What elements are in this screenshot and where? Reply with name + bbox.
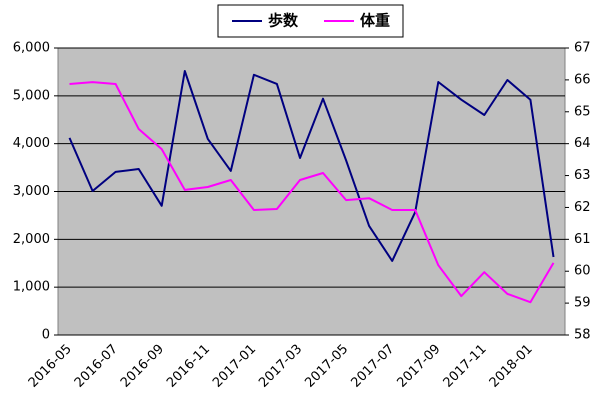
- legend: 歩数 体重: [217, 4, 404, 38]
- x-tick-label: 2016-11: [164, 342, 213, 391]
- y-tick-label: 6,000: [13, 41, 50, 56]
- x-tick-label: 2017-01: [210, 342, 259, 391]
- legend-label: 歩数: [268, 12, 299, 30]
- x-tick-label: 2018-01: [487, 342, 536, 391]
- y2-tick-label: 59: [574, 296, 591, 311]
- legend-label: 体重: [360, 12, 390, 30]
- x-tick-label: 2017-09: [395, 342, 444, 391]
- y-tick-label: 3,000: [13, 184, 50, 199]
- x-tick-label: 2017-05: [302, 342, 351, 391]
- y-tick-label: 1,000: [13, 280, 50, 295]
- y-tick-label: 0: [42, 328, 50, 343]
- x-tick-label: 2016-05: [26, 342, 75, 391]
- x-tick-label: 2017-11: [441, 342, 490, 391]
- y-tick-label: 5,000: [13, 88, 50, 103]
- y2-tick-label: 67: [574, 41, 591, 56]
- x-tick-label: 2017-07: [348, 342, 397, 391]
- y2-tick-label: 65: [574, 104, 591, 119]
- y2-tick-label: 66: [574, 72, 591, 87]
- x-tick-label: 2016-07: [72, 342, 121, 391]
- y2-tick-label: 64: [574, 136, 591, 151]
- y2-tick-label: 61: [574, 232, 591, 247]
- y-tick-label: 4,000: [13, 136, 50, 151]
- series-line: [68, 70, 555, 262]
- y2-tick-label: 60: [574, 264, 591, 279]
- y-tick-label: 2,000: [13, 232, 50, 247]
- y2-tick-label: 62: [574, 200, 591, 215]
- x-tick-label: 2017-03: [256, 342, 305, 391]
- x-tick-label: 2016-09: [118, 342, 167, 391]
- series-line: [69, 81, 555, 304]
- y2-tick-label: 63: [574, 168, 591, 183]
- y2-tick-label: 58: [574, 328, 591, 343]
